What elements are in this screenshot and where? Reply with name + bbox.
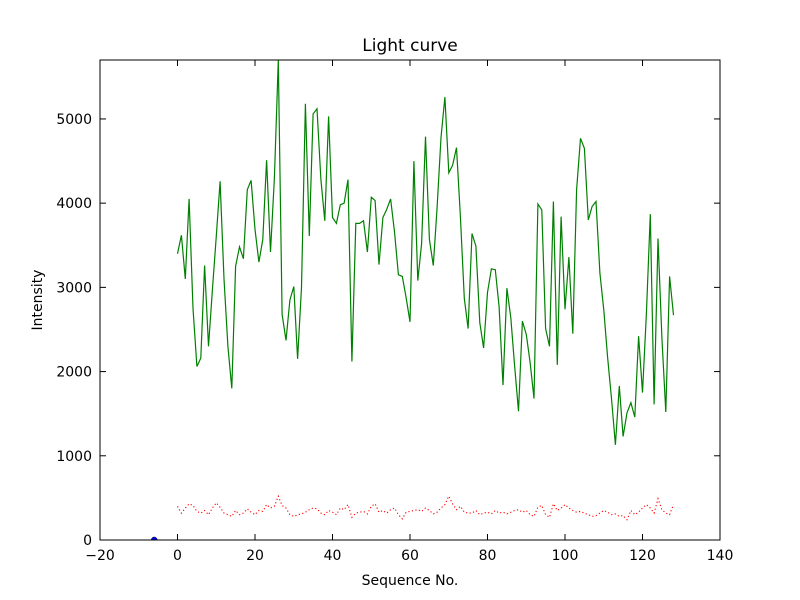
series-0-line xyxy=(176,60,675,445)
x-tick-label: 100 xyxy=(552,548,579,564)
plot-layer xyxy=(151,60,675,540)
x-axis-label: Sequence No. xyxy=(362,573,459,589)
series-2-point xyxy=(151,536,158,540)
x-tick-label: 40 xyxy=(324,548,342,564)
x-tick-label: −20 xyxy=(85,548,115,564)
y-tick-label: 1000 xyxy=(56,449,92,465)
series-1-line xyxy=(177,494,675,521)
y-tick-label: 3000 xyxy=(56,280,92,296)
x-tick-label: 80 xyxy=(479,548,497,564)
y-tick-label: 4000 xyxy=(56,196,92,212)
y-axis-label: Intensity xyxy=(30,270,46,331)
y-tick-label: 2000 xyxy=(56,365,92,381)
axes-layer: −20 0 20 40 60 80 100 120 1400100020003000400050… xyxy=(56,59,734,564)
x-tick-label: 0 xyxy=(173,548,182,564)
chart-title: Light curve xyxy=(362,36,457,56)
x-tick-label: 60 xyxy=(401,548,419,564)
x-tick-label: 20 xyxy=(246,548,264,564)
x-tick-label: 140 xyxy=(707,548,734,564)
y-tick-label: 0 xyxy=(83,533,92,549)
y-tick-label: 5000 xyxy=(56,112,92,128)
x-tick-label: 120 xyxy=(629,548,656,564)
